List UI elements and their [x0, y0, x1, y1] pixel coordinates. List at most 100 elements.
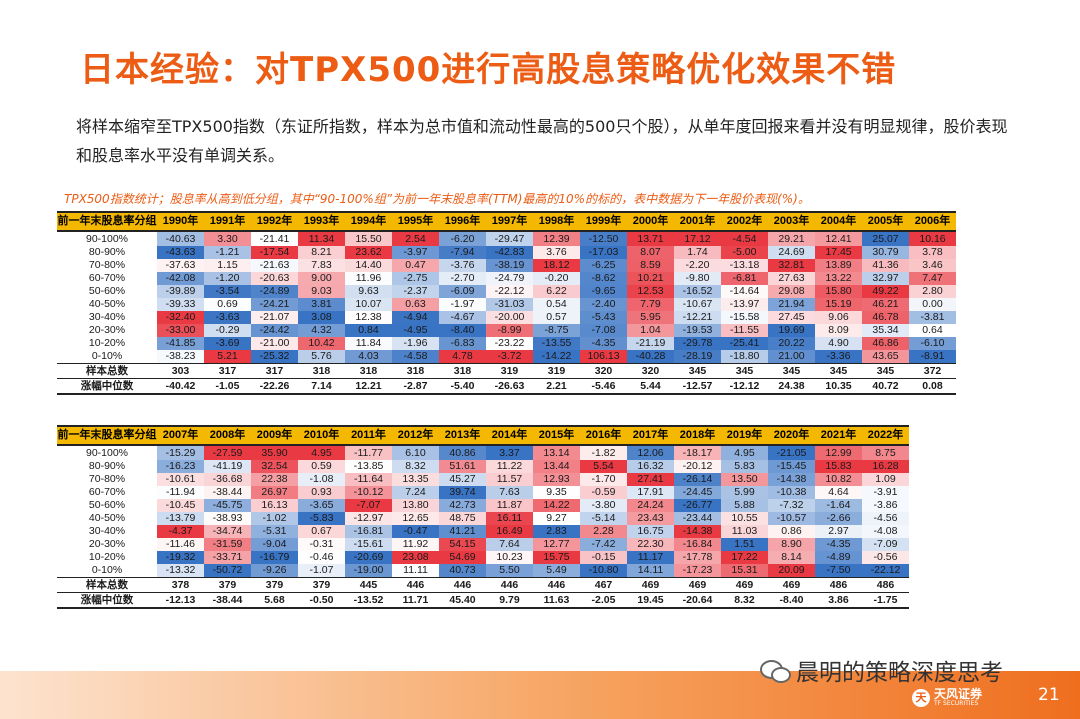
heatmap-cell: 17.91 [627, 486, 674, 499]
median-row: 涨幅中位数 -12.13 -38.44 5.68 -0.50 -13.52 11.71 45.… [57, 592, 909, 609]
heatmap-cell: 32.97 [862, 272, 909, 285]
table-row: 70-80% -10.61 -36.68 22.38 -1.08 -11.64 13.35 4… [57, 473, 909, 486]
heatmap-cell: -23.22 [486, 337, 533, 350]
heatmap-cell: -3.69 [204, 337, 251, 350]
heatmap-cell: 15.50 [345, 231, 392, 246]
heatmap-cell: 40.86 [439, 445, 486, 460]
heatmap-cell: -33.71 [204, 551, 251, 564]
heatmap-cell: 3.78 [909, 246, 956, 259]
heatmap-cell: -8.75 [533, 324, 580, 337]
heatmap-cell: -13.85 [345, 460, 392, 473]
heatmap-cell: -16.79 [251, 551, 298, 564]
table-row: 10-20% -41.85 -3.69 -21.00 10.42 11.84 -1.96 -6… [57, 337, 956, 350]
summary-cell: -8.40 [768, 592, 815, 609]
heatmap-cell: 4.03 [345, 350, 392, 364]
heatmap-cell: 46.86 [862, 337, 909, 350]
heatmap-cell: -0.29 [204, 324, 251, 337]
heatmap-cell: -13.32 [157, 564, 204, 578]
heatmap-cell: 35.34 [862, 324, 909, 337]
heatmap-cell: 6.22 [533, 285, 580, 298]
heatmap-cell: 4.95 [298, 445, 345, 460]
heatmap-cell: -22.12 [862, 564, 909, 578]
table-row: 30-40% -32.40 -3.63 -21.07 3.08 12.38 -4.94 -4.… [57, 311, 956, 324]
heatmap-cell: -14.22 [533, 350, 580, 364]
table-row: 50-60% -10.45 -45.75 16.13 -3.65 -7.07 13.80 42… [57, 499, 909, 512]
summary-cell: -26.63 [486, 378, 533, 395]
heatmap-cell: -0.56 [862, 551, 909, 564]
heatmap-cell: 4.95 [721, 445, 768, 460]
heatmap-cell: 12.39 [533, 231, 580, 246]
table-row: 30-40% -4.37 -34.74 -5.31 0.67 -16.81 -0.47 41.… [57, 525, 909, 538]
summary-cell: -1.75 [862, 592, 909, 609]
row-group-label: 40-50% [88, 512, 126, 524]
logo-text: 天风证券 [934, 687, 983, 701]
header-group-label: 前一年末股息率分组 [57, 211, 157, 232]
heatmap-cell: -1.64 [815, 499, 862, 512]
heatmap-cell: -0.47 [392, 525, 439, 538]
heatmap-cell: -1.02 [251, 512, 298, 525]
heatmap-cell: 3.30 [204, 231, 251, 246]
heatmap-cell: -20.00 [486, 311, 533, 324]
heatmap-cell: 5.21 [204, 350, 251, 364]
header-year: 1991年 [204, 211, 251, 232]
table-row: 80-90% -43.63 -1.21 -17.54 8.21 23.62 -3.97 -7.… [57, 246, 956, 259]
heatmap-cell: 0.63 [392, 298, 439, 311]
heatmap-cell: -6.10 [909, 337, 956, 350]
heatmap-cell: 16.28 [862, 460, 909, 473]
summary-cell: -12.13 [157, 592, 204, 609]
heatmap-cell: 0.54 [533, 298, 580, 311]
heatmap-cell: 0.93 [298, 486, 345, 499]
heatmap-cell: -1.07 [298, 564, 345, 578]
heatmap-cell: -2.66 [815, 512, 862, 525]
heatmap-cell: -45.75 [204, 499, 251, 512]
summary-cell: -20.64 [674, 592, 721, 609]
heatmap-cell: -25.41 [721, 337, 768, 350]
heatmap-cell: -40.28 [627, 350, 674, 364]
heatmap-cell: -38.93 [204, 512, 251, 525]
heatmap-cell: 4.32 [298, 324, 345, 337]
table-row: 20-30% -33.00 -0.29 -24.42 4.32 0.84 -4.95 -8.4… [57, 324, 956, 337]
sample-count-row: 样本总数 303 317 317 318 318 318 318 319 319 320 320 345… [57, 363, 956, 379]
header-year: 2012年 [392, 425, 439, 446]
header-year: 1996年 [439, 211, 486, 232]
heatmap-cell: 0.84 [345, 324, 392, 337]
heatmap-cell: 10.42 [298, 337, 345, 350]
summary-cell: 8.32 [721, 592, 768, 609]
heatmap-cell: 12.53 [627, 285, 674, 298]
row-group-label: 30-40% [88, 525, 126, 537]
heatmap-cell: 8.90 [768, 538, 815, 551]
summary-cell: 486 [862, 577, 909, 593]
heatmap-cell: 13.71 [627, 231, 674, 246]
dividend-table-2007-2022: 前一年末股息率分组 2007年 2008年 2009年 2010年 2011年 2012年 2… [57, 425, 909, 609]
heatmap-cell: -33.00 [157, 324, 204, 337]
header-year: 2010年 [298, 425, 345, 446]
heatmap-cell: 7.64 [486, 538, 533, 551]
heatmap-cell: -3.72 [486, 350, 533, 364]
heatmap-cell: 27.63 [768, 272, 815, 285]
heatmap-cell: 22.38 [251, 473, 298, 486]
heatmap-cell: 13.50 [721, 473, 768, 486]
summary-cell: 319 [486, 363, 533, 379]
heatmap-cell: -10.61 [157, 473, 204, 486]
heatmap-cell: -23.44 [674, 512, 721, 525]
heatmap-cell: -4.37 [157, 525, 204, 538]
table-row: 80-90% -16.23 -41.19 32.54 0.59 -13.85 8.32 51.… [57, 460, 909, 473]
header-year: 1994年 [345, 211, 392, 232]
summary-cell: 0.08 [909, 378, 956, 395]
heatmap-cell: 5.50 [486, 564, 533, 578]
row-group-label: 70-80% [88, 259, 126, 271]
heatmap-cell: -3.80 [580, 499, 627, 512]
heatmap-cell: -39.89 [157, 285, 204, 298]
heatmap-cell: -24.79 [486, 272, 533, 285]
heatmap-cell: -7.09 [862, 538, 909, 551]
table-row: 40-50% -39.33 0.69 -24.21 3.81 10.07 0.63 -1.97… [57, 298, 956, 311]
heatmap-cell: 5.83 [721, 460, 768, 473]
heatmap-cell: -16.52 [674, 285, 721, 298]
heatmap-cell: 3.76 [533, 246, 580, 259]
summary-cell: 469 [627, 577, 674, 593]
row-group-label: 0-10% [91, 350, 123, 362]
heatmap-cell: 11.84 [345, 337, 392, 350]
heatmap-cell: -0.15 [580, 551, 627, 564]
wechat-account-label: 晨明的策略深度思考 [796, 660, 1003, 686]
summary-cell: 318 [392, 363, 439, 379]
